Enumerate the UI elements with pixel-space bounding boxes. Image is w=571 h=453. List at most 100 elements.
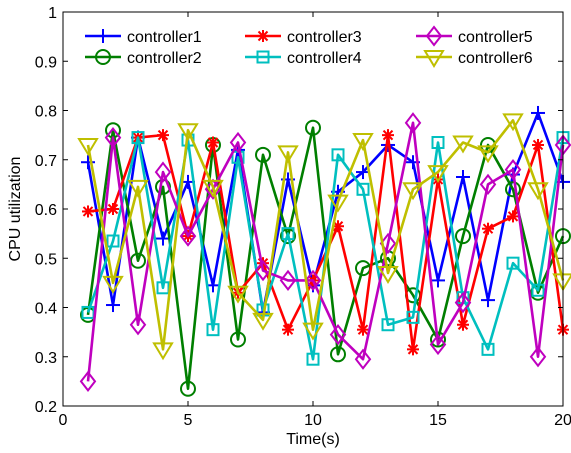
square-marker xyxy=(531,283,545,297)
asterisk-marker xyxy=(507,210,519,223)
diamond-marker xyxy=(129,314,147,336)
legend-item-controller1: controller1 xyxy=(85,29,202,46)
circle-marker xyxy=(130,252,146,269)
square-marker xyxy=(156,281,170,295)
square-marker xyxy=(131,131,145,145)
plus-marker xyxy=(481,293,495,308)
diamond-marker xyxy=(354,348,372,370)
triangle-marker xyxy=(527,182,549,201)
diamond-marker xyxy=(504,158,522,181)
square-marker xyxy=(331,148,345,162)
series-controller5 xyxy=(79,112,571,393)
triangle-marker xyxy=(402,182,424,201)
series-controller4 xyxy=(81,131,570,366)
plus-marker xyxy=(81,155,95,170)
series-line xyxy=(86,119,565,351)
triangle-marker xyxy=(502,113,524,132)
asterisk-marker xyxy=(532,138,544,151)
diamond-marker xyxy=(179,225,197,247)
series-layer xyxy=(77,105,571,397)
y-tick-label: 0.2 xyxy=(35,399,57,416)
asterisk-marker xyxy=(82,205,94,218)
series-controller6 xyxy=(77,113,571,361)
triangle-marker xyxy=(152,342,174,361)
diamond-marker xyxy=(304,269,322,292)
square-marker xyxy=(206,323,220,337)
square-marker xyxy=(81,305,95,319)
asterisk-marker xyxy=(207,136,219,149)
triangle-marker xyxy=(477,145,499,164)
circle-marker xyxy=(455,228,471,245)
asterisk-marker xyxy=(457,318,469,331)
x-tick-label: 20 xyxy=(554,412,571,429)
circle-marker xyxy=(430,331,446,348)
triangle-marker xyxy=(77,137,99,156)
diamond-marker xyxy=(279,269,297,292)
asterisk-marker xyxy=(282,323,294,336)
square-marker xyxy=(356,182,370,196)
y-tick-label: 0.3 xyxy=(35,350,57,367)
legend-label: controller3 xyxy=(287,29,362,46)
diamond-marker xyxy=(529,346,547,368)
x-tick-label: 10 xyxy=(304,412,322,429)
triangle-marker xyxy=(302,322,324,341)
square-marker xyxy=(506,256,520,270)
triangle-marker xyxy=(227,285,249,304)
diamond-marker xyxy=(104,126,122,149)
asterisk-marker xyxy=(482,222,494,235)
diamond-marker xyxy=(329,323,347,346)
series-line xyxy=(86,136,565,361)
x-tick-label: 0 xyxy=(59,412,68,429)
triangle-marker xyxy=(277,145,299,164)
diamond-marker xyxy=(425,25,443,47)
asterisk-marker xyxy=(357,323,369,336)
circle-marker xyxy=(255,146,271,163)
plus-marker xyxy=(531,105,545,120)
triangle-marker xyxy=(377,266,399,284)
plus-marker xyxy=(96,29,110,43)
diamond-marker xyxy=(379,232,397,255)
ticks-layer: 0 5 10 15 20 0.2 0.3 0.4 0.5 0.6 0.7 0.8 0.9 1 xyxy=(35,5,571,429)
legend-label: controller5 xyxy=(458,29,533,46)
triangle-marker xyxy=(452,135,474,154)
triangle-marker xyxy=(252,312,274,331)
triangle-marker xyxy=(127,179,149,198)
legend: controller1 controller2 controller3 control… xyxy=(85,25,533,68)
legend-item-controller6: controller6 xyxy=(416,50,533,68)
diamond-marker xyxy=(404,112,422,134)
legend-label: controller4 xyxy=(287,50,362,67)
legend-label: controller6 xyxy=(458,50,533,67)
triangle-marker xyxy=(423,50,445,68)
x-tick-label: 5 xyxy=(184,412,193,429)
circle-marker xyxy=(180,380,196,397)
y-axis-label: CPU utilization xyxy=(7,157,24,262)
asterisk-marker xyxy=(382,129,394,142)
y-tick-label: 1 xyxy=(48,5,57,22)
circle-marker xyxy=(95,49,111,65)
y-tick-label: 0.7 xyxy=(35,153,57,170)
plus-marker xyxy=(156,231,170,246)
triangle-marker xyxy=(177,123,199,142)
square-marker xyxy=(106,234,120,248)
asterisk-marker xyxy=(157,129,169,142)
diamond-marker xyxy=(479,173,497,196)
square-marker xyxy=(281,227,295,241)
circle-marker xyxy=(330,346,346,363)
circle-marker xyxy=(230,331,246,348)
square-marker xyxy=(306,352,320,366)
legend-label: controller2 xyxy=(127,50,202,67)
series-line xyxy=(86,126,565,391)
legend-item-controller2: controller2 xyxy=(85,49,202,67)
series-line xyxy=(86,121,565,382)
y-tick-label: 0.6 xyxy=(35,202,57,219)
plus-marker xyxy=(106,298,120,313)
y-tick-label: 0.4 xyxy=(35,301,57,318)
diamond-marker xyxy=(454,291,472,314)
circle-marker xyxy=(505,181,521,198)
diamond-marker xyxy=(79,370,97,393)
y-tick-label: 0.9 xyxy=(35,54,57,71)
square-marker xyxy=(406,310,420,324)
plus-marker xyxy=(356,165,370,180)
square-marker xyxy=(431,136,445,150)
